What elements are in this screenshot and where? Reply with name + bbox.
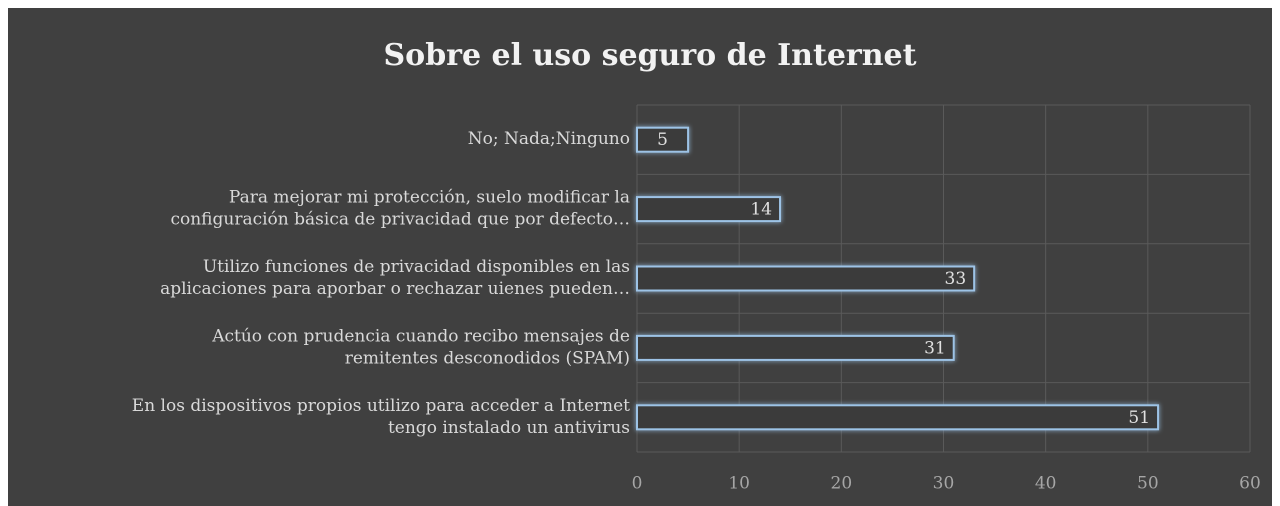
bar — [636, 404, 1160, 431]
value-label: 31 — [924, 338, 946, 358]
y-tick-label: Actúo con prudencia cuando recibo mensaj… — [211, 326, 630, 346]
x-tick-label: 60 — [1239, 474, 1261, 494]
value-label: 14 — [750, 200, 772, 220]
bar — [636, 196, 782, 223]
y-tick-label: tengo instalado un antivirus — [388, 418, 630, 438]
x-tick-label: 50 — [1137, 474, 1159, 494]
value-label: 33 — [945, 269, 967, 289]
value-label: 5 — [657, 130, 668, 150]
chart-background — [8, 8, 1272, 506]
y-tick-label: Para mejorar mi protección, suelo modifi… — [229, 188, 630, 208]
x-tick-label: 30 — [933, 474, 955, 494]
y-tick-label: aplicaciones para aporbar o rechazar uie… — [160, 279, 630, 299]
x-tick-label: 20 — [831, 474, 853, 494]
x-tick-label: 40 — [1035, 474, 1057, 494]
bar — [636, 265, 976, 292]
x-tick-label: 0 — [632, 474, 643, 494]
y-tick-label: Utilizo funciones de privacidad disponib… — [203, 257, 630, 277]
x-tick-label: 10 — [728, 474, 750, 494]
y-tick-label: En los dispositivos propios utilizo para… — [132, 396, 630, 416]
y-tick-label: remitentes desconodidos (SPAM) — [345, 348, 630, 368]
bar — [636, 126, 690, 153]
chart-title: Sobre el uso seguro de Internet — [384, 38, 917, 73]
bar — [636, 334, 955, 361]
value-label: 51 — [1128, 408, 1150, 428]
y-tick-label: No; Nada;Ninguno — [468, 129, 630, 149]
y-tick-label: configuración básica de privacidad que p… — [170, 210, 630, 230]
